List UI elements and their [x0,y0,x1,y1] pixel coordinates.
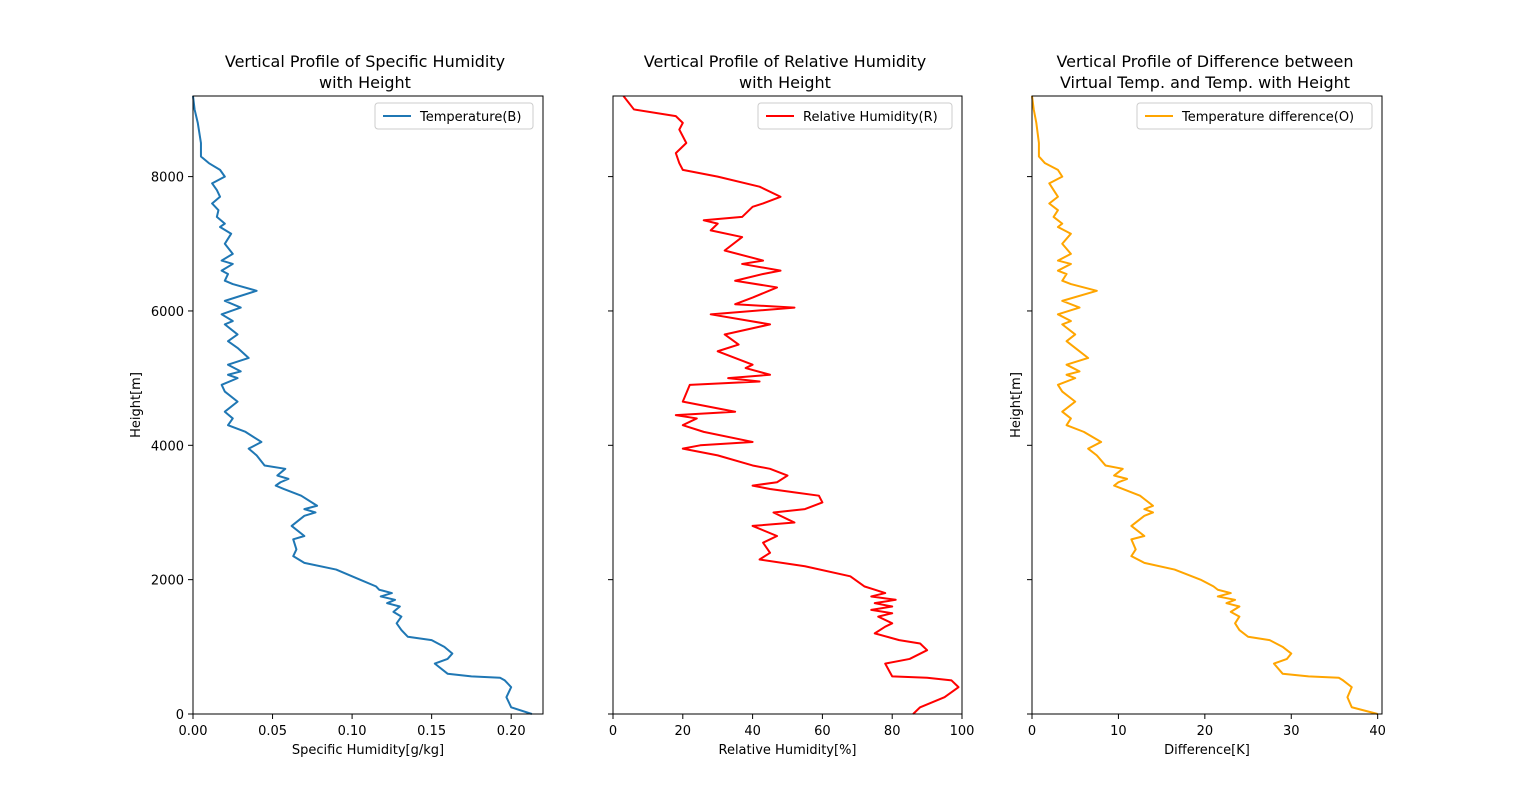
legend: Temperature difference(O) [1136,102,1373,130]
chart-title-line: Vertical Profile of Difference between [1056,52,1353,71]
chart-title-line: Vertical Profile of Specific Humidity [225,52,505,71]
legend-box [374,102,534,130]
x-tick-label: 10 [1110,724,1127,739]
chart-panel-1: Vertical Profile of Specific Humidity wit… [129,52,544,758]
y-tick-label: 0 [176,708,184,723]
chart-panel-3: Vertical Profile of Difference between Vi… [1009,52,1386,758]
chart-panel-2: Vertical Profile of Relative Humidity wit… [608,52,974,758]
chart-title-line: with Height [739,73,831,92]
chart-title-line: Vertical Profile of Relative Humidity [644,52,926,71]
x-tick-label: 100 [950,724,975,739]
y-tick-label: 8000 [151,171,184,186]
x-tick-label: 0.05 [258,724,287,739]
y-tick-label: 2000 [151,574,184,589]
x-tick-label: 0 [1028,724,1036,739]
x-tick-label: 60 [814,724,831,739]
y-tick-label: 6000 [151,305,184,320]
x-tick-label: 0.00 [179,724,208,739]
axes-frame [612,95,963,715]
x-tick-label: 40 [744,724,761,739]
x-tick-label: 0 [609,724,617,739]
x-tick-label: 80 [884,724,901,739]
chart-title-line: with Height [319,73,411,92]
y-axis-label: Height[m] [129,372,144,438]
y-tick-label: 4000 [151,439,184,454]
legend-box [1136,102,1373,130]
x-axis-label: Relative Humidity[%] [719,743,857,758]
x-tick-label: 30 [1283,724,1300,739]
legend-label: Relative Humidity(R) [803,110,938,125]
axes-frame [1031,95,1383,715]
x-axis-label: Difference[K] [1164,743,1250,758]
y-axis-label: Height[m] [1009,372,1024,438]
legend: Temperature(B) [374,102,534,130]
x-tick-label: 40 [1369,724,1386,739]
chart-title-line: Virtual Temp. and Temp. with Height [1060,73,1350,92]
x-tick-label: 0.15 [417,724,446,739]
legend-label: Temperature difference(O) [1181,110,1354,125]
legend-label: Temperature(B) [419,110,521,125]
series-line [622,95,960,715]
x-tick-label: 20 [1197,724,1214,739]
series-line [1031,95,1378,715]
x-tick-label: 0.10 [338,724,367,739]
x-tick-label: 0.20 [497,724,526,739]
x-tick-label: 20 [675,724,692,739]
legend: Relative Humidity(R) [757,102,953,130]
axes-frame [192,95,544,715]
x-axis-label: Specific Humidity[g/kg] [292,743,444,758]
legend-box [757,102,953,130]
series-line [192,95,533,715]
